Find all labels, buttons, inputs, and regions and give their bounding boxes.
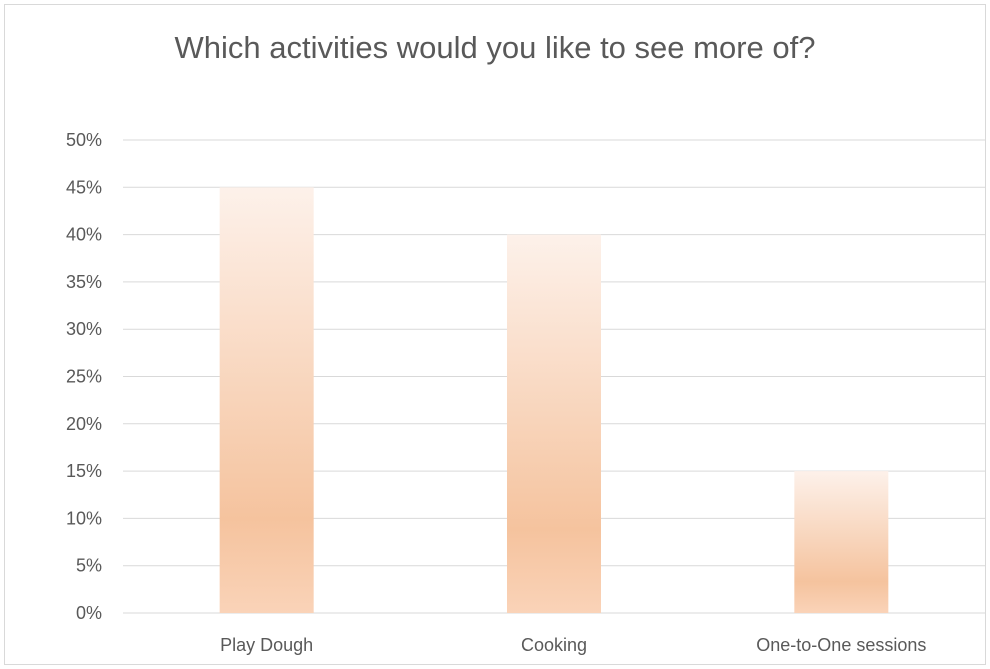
y-tick-label: 0% (76, 603, 102, 623)
y-tick-label: 45% (66, 177, 102, 197)
y-tick-label: 20% (66, 414, 102, 434)
x-category-label: Cooking (521, 635, 587, 655)
bar-one-to-one-sessions (794, 471, 889, 613)
y-tick-label: 25% (66, 367, 102, 387)
y-tick-label: 35% (66, 272, 102, 292)
bars (219, 187, 889, 614)
y-tick-label: 5% (76, 556, 102, 576)
y-tick-label: 10% (66, 508, 102, 528)
y-axis-ticks: 0% 5% 10% 15% 20% 25% 30% 35% 40% 45% 50% (66, 130, 102, 623)
y-tick-label: 15% (66, 461, 102, 481)
y-tick-label: 30% (66, 319, 102, 339)
y-tick-label: 50% (66, 130, 102, 150)
chart-title: Which activities would you like to see m… (174, 30, 816, 65)
bar-play-dough (219, 187, 314, 614)
x-category-label: Play Dough (220, 635, 313, 655)
bar-cooking (507, 234, 601, 613)
x-axis-categories: Play Dough Cooking One-to-One sessions (220, 635, 926, 655)
x-category-label: One-to-One sessions (756, 635, 926, 655)
y-tick-label: 40% (66, 225, 102, 245)
